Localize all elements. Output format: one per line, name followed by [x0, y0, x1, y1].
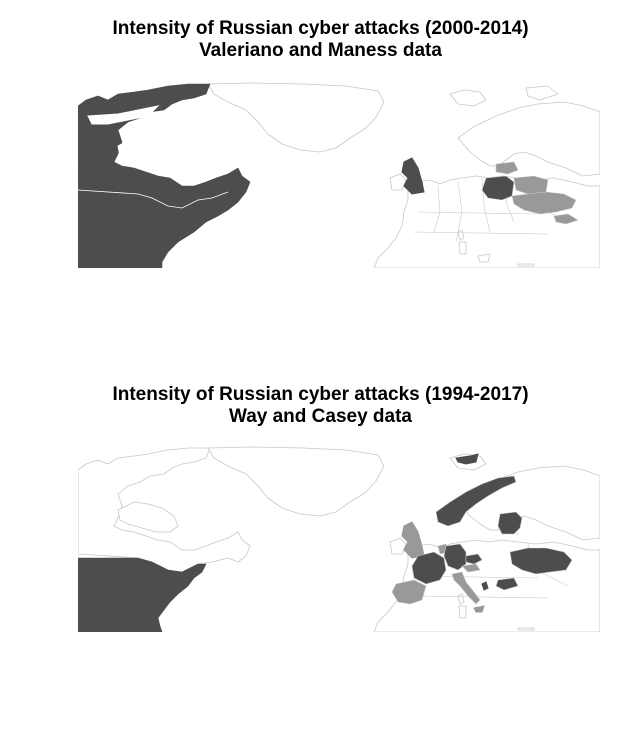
- map2-title: Intensity of Russian cyber attacks (1994…: [0, 384, 641, 428]
- sardinia: [458, 605, 467, 619]
- svalbard: [455, 453, 479, 465]
- greenland: [207, 446, 385, 517]
- baltics: [497, 511, 523, 535]
- germany: [443, 543, 467, 571]
- arctic-channels: [87, 105, 160, 125]
- poland: [481, 175, 515, 201]
- ukraine: [511, 191, 577, 215]
- iceland: [449, 89, 487, 107]
- svalbard: [525, 85, 559, 101]
- ireland: [389, 537, 407, 555]
- bulgaria: [495, 577, 519, 591]
- spain: [391, 579, 427, 605]
- georgia: [553, 213, 579, 225]
- uk: [401, 521, 425, 559]
- austria: [461, 563, 481, 573]
- hudson-bay: [117, 501, 179, 533]
- ukraine: [509, 547, 573, 575]
- uk: [401, 157, 425, 195]
- scandinavia: [457, 101, 600, 177]
- italy: [451, 571, 481, 605]
- czech: [465, 553, 483, 565]
- map2-title-line1: Intensity of Russian cyber attacks (1994…: [112, 384, 529, 405]
- sardinia: [458, 241, 467, 255]
- hudson-bay: [117, 137, 179, 169]
- usa: [78, 557, 207, 632]
- sicily: [473, 605, 485, 613]
- crete: [517, 263, 535, 267]
- map1-title-line1: Intensity of Russian cyber attacks (2000…: [112, 18, 529, 39]
- map1: [78, 82, 600, 268]
- map2-title-line2: Way and Casey data: [228, 406, 413, 427]
- montenegro: [481, 581, 489, 591]
- map1-svg: [78, 82, 600, 268]
- map2: [78, 446, 600, 632]
- canada: [78, 447, 251, 573]
- norway: [435, 475, 517, 527]
- map1-title-line2: Valeriano and Maness data: [199, 40, 442, 61]
- map2-svg: [78, 446, 600, 632]
- north-america-high: [78, 83, 251, 268]
- map1-title: Intensity of Russian cyber attacks (2000…: [0, 18, 641, 62]
- canada-us-border: [78, 189, 229, 209]
- sicily: [477, 253, 491, 263]
- crete: [517, 627, 535, 631]
- belarus: [513, 175, 549, 195]
- scandinavia: [457, 465, 600, 541]
- greenland: [207, 82, 385, 153]
- lithuania: [495, 161, 519, 175]
- france: [411, 551, 447, 585]
- ireland: [389, 173, 407, 191]
